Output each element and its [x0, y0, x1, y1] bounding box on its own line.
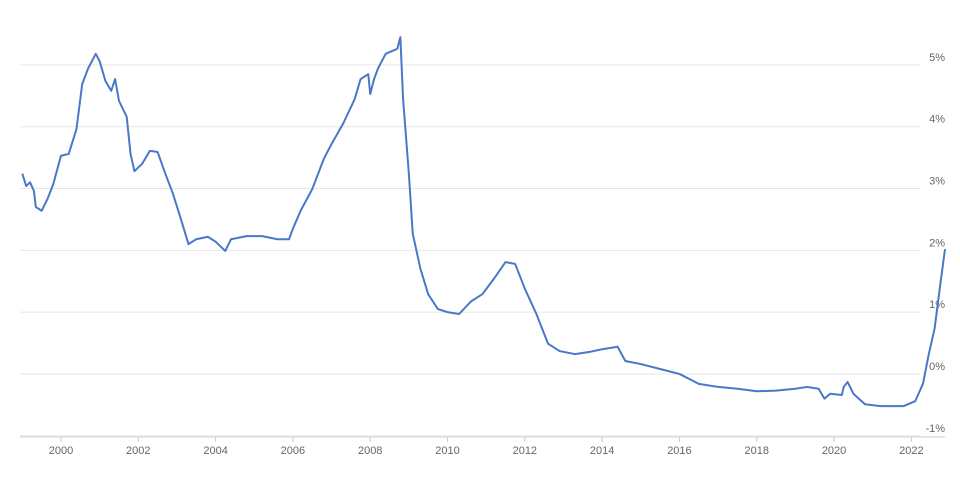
y-tick-label: -1%	[925, 423, 945, 435]
y-tick-label: 0%	[929, 361, 945, 373]
x-tick-label: 2008	[358, 445, 382, 457]
x-tick-label: 2018	[745, 445, 769, 457]
data-line	[21, 36, 946, 408]
y-tick-label: 4%	[929, 114, 945, 126]
x-tick-label: 2000	[49, 445, 73, 457]
y-tick-label: 2%	[929, 237, 945, 249]
x-tick-label: 2020	[822, 445, 846, 457]
x-tick-label: 2012	[513, 445, 537, 457]
x-tick-label: 2006	[281, 445, 305, 457]
x-tick-label: 2016	[667, 445, 691, 457]
y-tick-label: 5%	[929, 52, 945, 64]
x-tick-label: 2004	[203, 445, 227, 457]
x-tick-label: 2022	[899, 445, 923, 457]
x-tick-label: 2014	[590, 445, 614, 457]
x-tick-label: 2002	[126, 445, 150, 457]
x-tick-label: 2010	[435, 445, 459, 457]
y-tick-label: 3%	[929, 176, 945, 188]
